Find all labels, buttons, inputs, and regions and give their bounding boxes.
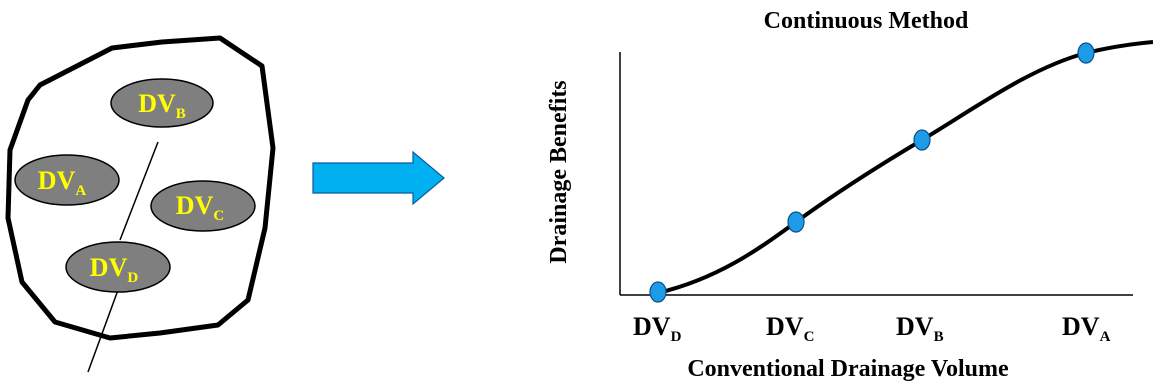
region-dv-d: DVD	[65, 241, 171, 293]
region-dv-b-label: DVB	[138, 89, 186, 122]
watershed-panel: DVB DVA DVC DVD	[5, 35, 276, 373]
region-dv-b-shape	[110, 78, 214, 128]
drainage-channel-line	[87, 141, 159, 373]
benefit-curve	[657, 40, 1153, 295]
region-dv-d-label: DVD	[90, 253, 139, 286]
y-axis-label: Drainage Benefits	[546, 80, 572, 263]
arrow-right-icon	[312, 150, 445, 206]
region-dv-c-label: DVC	[176, 191, 224, 224]
region-dv-a-label: DVA	[38, 166, 87, 199]
x-tick-dv-c: DVC	[766, 312, 814, 345]
x-tick-dv-b: DVB	[896, 312, 944, 345]
x-tick-dv-a: DVA	[1062, 312, 1111, 345]
chart-title: Continuous Method	[764, 8, 969, 34]
data-point-dv-c	[787, 211, 805, 233]
watershed-boundary	[5, 35, 276, 341]
region-dv-d-shape	[65, 241, 171, 293]
x-tick-dv-d: DVD	[633, 312, 682, 345]
region-dv-b: DVB	[110, 78, 214, 128]
x-axis-label: Conventional Drainage Volume	[687, 356, 1009, 382]
region-dv-a: DVA	[14, 154, 120, 206]
chart-panel: Continuous Method Drainage Benefits DVD …	[546, 8, 1153, 382]
region-dv-c-shape	[150, 180, 256, 232]
data-point-dv-b	[913, 129, 931, 151]
data-point-dv-d	[649, 281, 667, 303]
data-point-dv-a	[1077, 42, 1095, 64]
region-dv-c: DVC	[150, 180, 256, 232]
region-dv-a-shape	[14, 154, 120, 206]
